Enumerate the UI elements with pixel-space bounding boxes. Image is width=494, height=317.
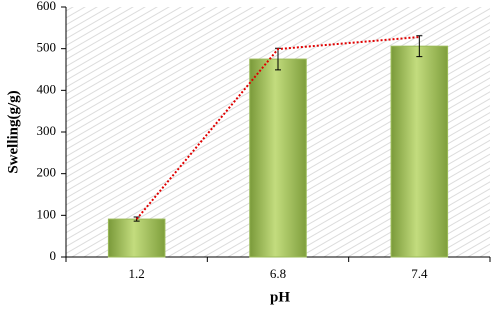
y-axis-title: Swelling(g/g) — [5, 90, 21, 173]
x-tick-label: 6.8 — [270, 266, 286, 281]
bar — [249, 58, 307, 258]
x-tick-label: 7.4 — [411, 266, 428, 281]
bar — [107, 218, 166, 258]
x-tick-label: 1.2 — [129, 266, 145, 281]
error-bar — [416, 35, 423, 58]
x-axis-title: pH — [270, 289, 290, 305]
y-tick-label: 200 — [37, 165, 57, 180]
bar — [390, 45, 449, 258]
y-tick-label: 300 — [37, 123, 57, 138]
y-tick-label: 0 — [50, 248, 57, 263]
y-tick-label: 400 — [37, 81, 57, 96]
y-tick-label: 500 — [37, 40, 57, 55]
y-tick-label: 600 — [37, 0, 57, 13]
y-tick-label: 100 — [37, 206, 57, 221]
line — [135, 36, 420, 220]
